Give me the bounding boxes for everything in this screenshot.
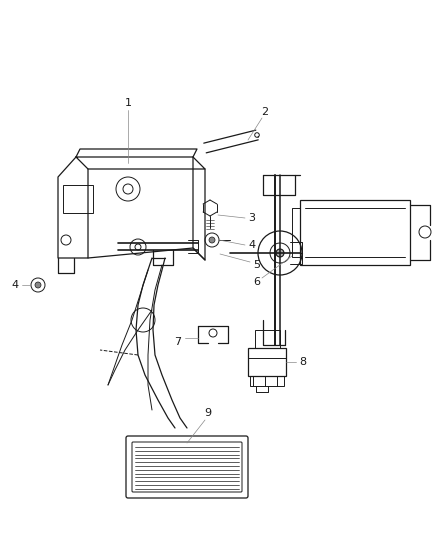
Circle shape [276, 249, 283, 257]
Text: 9: 9 [204, 408, 211, 418]
Text: 6: 6 [253, 277, 260, 287]
Text: 7: 7 [174, 337, 181, 347]
Bar [254, 330, 279, 348]
Circle shape [35, 282, 41, 288]
Bar [63, 185, 93, 213]
Text: 4: 4 [11, 280, 18, 290]
Text: 3: 3 [248, 213, 255, 223]
Text: 1: 1 [124, 98, 131, 108]
Bar [249, 376, 283, 386]
Bar [299, 200, 409, 265]
Text: 2: 2 [261, 107, 268, 117]
Text: 8: 8 [299, 357, 306, 367]
Text: 5: 5 [253, 260, 260, 270]
Circle shape [208, 237, 215, 243]
Text: 4: 4 [248, 240, 255, 250]
Bar [247, 348, 285, 376]
